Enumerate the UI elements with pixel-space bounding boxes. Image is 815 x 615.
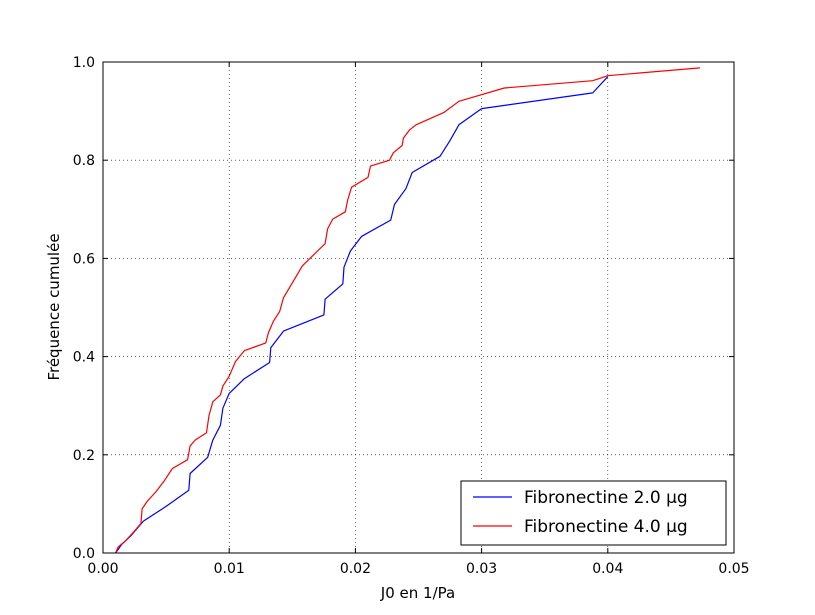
legend-label-1: Fibronectine 2.0 µg <box>524 488 688 508</box>
legend: Fibronectine 2.0 µg Fibronectine 4.0 µg <box>460 480 727 546</box>
y-tick-label: 0.4 <box>73 350 95 366</box>
plot-background <box>103 62 734 553</box>
x-tick-label: 0.04 <box>592 561 623 577</box>
y-tick-label: 1.0 <box>73 55 95 71</box>
plot-frame <box>102 61 735 554</box>
y-tick-label: 0.0 <box>73 546 95 562</box>
y-tick-label: 0.2 <box>73 448 95 464</box>
legend-box <box>460 480 727 546</box>
series-lines <box>115 67 700 554</box>
y-axis-label: Fréquence cumulée <box>45 233 63 380</box>
x-axis-label: J0 en 1/Pa <box>380 584 455 602</box>
series-line-1 <box>115 76 609 554</box>
legend-label-2: Fibronectine 4.0 µg <box>524 517 688 537</box>
y-tick-label: 0.6 <box>73 251 95 267</box>
series-line-2 <box>115 67 700 554</box>
x-tick-label: 0.01 <box>214 561 245 577</box>
axis-ticks: 0.00 0.01 0.02 0.03 0.04 0.05 0.0 0.2 0.4 0.6 0.8 1… <box>73 55 750 577</box>
x-tick-label: 0.03 <box>466 561 497 577</box>
y-tick-label: 0.8 <box>73 153 95 169</box>
x-tick-label: 0.02 <box>340 561 371 577</box>
x-tick-label: 0.00 <box>87 561 118 577</box>
x-tick-label: 0.05 <box>718 561 749 577</box>
